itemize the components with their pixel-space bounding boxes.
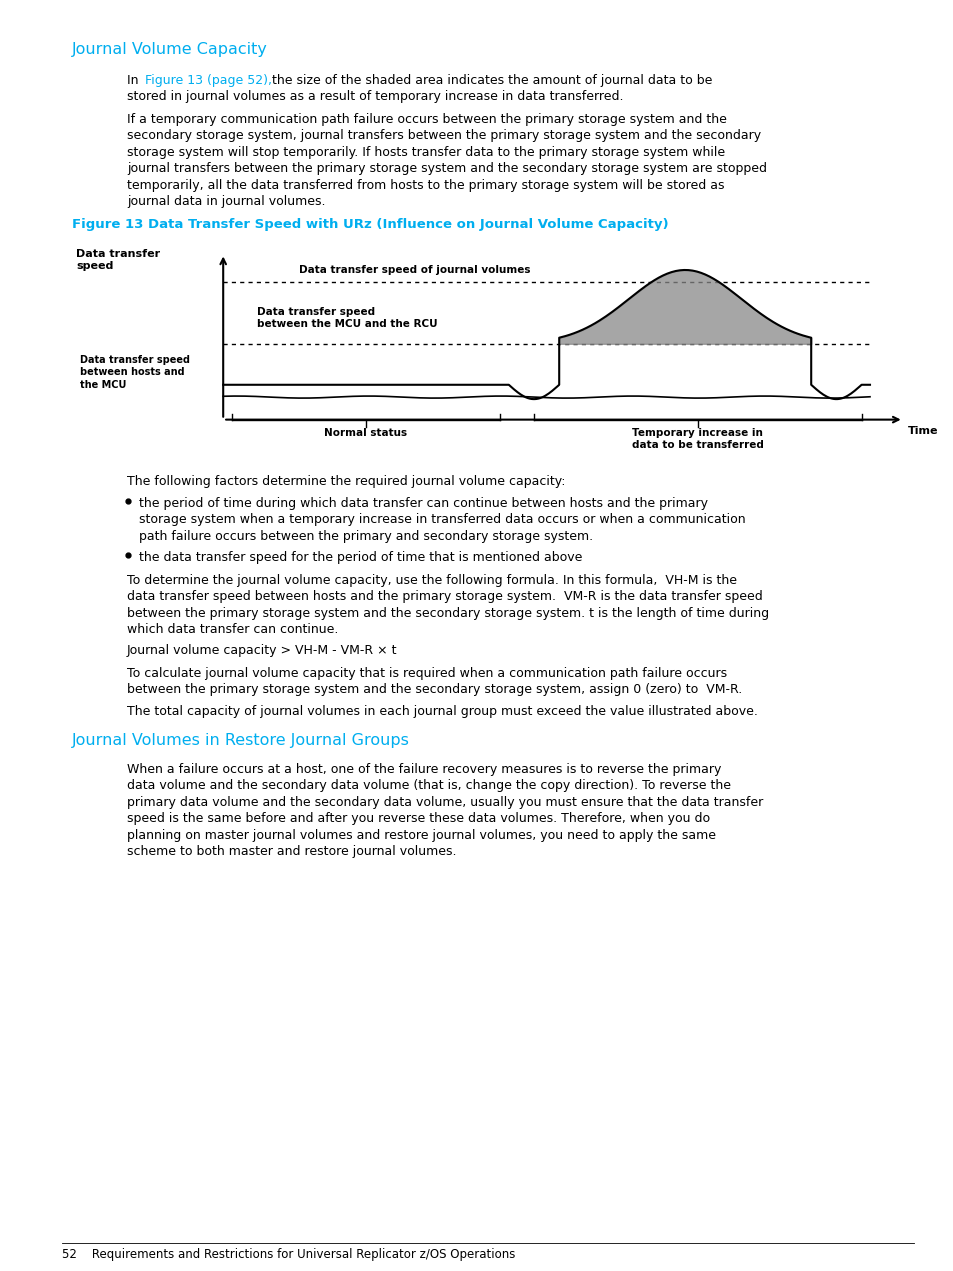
Text: Journal volume capacity > VH-M - VM-R × t: Journal volume capacity > VH-M - VM-R × … [127, 644, 397, 657]
Text: Normal status: Normal status [324, 428, 407, 437]
Text: temporarily, all the data transferred from hosts to the primary storage system w: temporarily, all the data transferred fr… [127, 179, 723, 192]
Text: Data transfer
speed: Data transfer speed [76, 249, 160, 271]
Text: between the primary storage system and the secondary storage system. t is the le: between the primary storage system and t… [127, 606, 768, 619]
Text: journal transfers between the primary storage system and the secondary storage s: journal transfers between the primary st… [127, 163, 766, 175]
Text: Data transfer speed of journal volumes: Data transfer speed of journal volumes [298, 266, 530, 275]
Text: scheme to both master and restore journal volumes.: scheme to both master and restore journa… [127, 845, 456, 858]
Text: storage system will stop temporarily. If hosts transfer data to the primary stor: storage system will stop temporarily. If… [127, 146, 724, 159]
Text: between the primary storage system and the secondary storage system, assign 0 (z: between the primary storage system and t… [127, 684, 741, 697]
Text: To determine the journal volume capacity, use the following formula. In this for: To determine the journal volume capacity… [127, 573, 737, 586]
Text: the size of the shaded area indicates the amount of journal data to be: the size of the shaded area indicates th… [268, 74, 712, 86]
Text: Figure 13 (page 52),: Figure 13 (page 52), [145, 74, 273, 86]
Text: speed is the same before and after you reverse these data volumes. Therefore, wh: speed is the same before and after you r… [127, 812, 709, 825]
Text: The following factors determine the required journal volume capacity:: The following factors determine the requ… [127, 475, 565, 488]
Text: secondary storage system, journal transfers between the primary storage system a: secondary storage system, journal transf… [127, 130, 760, 142]
Text: To calculate journal volume capacity that is required when a communication path : To calculate journal volume capacity tha… [127, 667, 726, 680]
Text: the data transfer speed for the period of time that is mentioned above: the data transfer speed for the period o… [139, 552, 581, 564]
Text: which data transfer can continue.: which data transfer can continue. [127, 623, 338, 636]
Text: data transfer speed between hosts and the primary storage system.  VM-R is the d: data transfer speed between hosts and th… [127, 590, 762, 602]
Text: Data transfer speed
between the MCU and the RCU: Data transfer speed between the MCU and … [256, 306, 437, 329]
Text: When a failure occurs at a host, one of the failure recovery measures is to reve: When a failure occurs at a host, one of … [127, 763, 720, 775]
Text: Data transfer speed
between hosts and
the MCU: Data transfer speed between hosts and th… [80, 355, 191, 390]
Text: Figure 13 Data Transfer Speed with URz (Influence on Journal Volume Capacity): Figure 13 Data Transfer Speed with URz (… [71, 219, 668, 231]
Text: storage system when a temporary increase in transferred data occurs or when a co: storage system when a temporary increase… [139, 513, 745, 526]
Text: The total capacity of journal volumes in each journal group must exceed the valu: The total capacity of journal volumes in… [127, 704, 757, 718]
Text: planning on master journal volumes and restore journal volumes, you need to appl: planning on master journal volumes and r… [127, 829, 716, 841]
Text: the period of time during which data transfer can continue between hosts and the: the period of time during which data tra… [139, 497, 707, 510]
Text: 52    Requirements and Restrictions for Universal Replicator z/OS Operations: 52 Requirements and Restrictions for Uni… [62, 1248, 515, 1261]
Text: Journal Volume Capacity: Journal Volume Capacity [71, 42, 268, 57]
Text: primary data volume and the secondary data volume, usually you must ensure that : primary data volume and the secondary da… [127, 796, 762, 808]
Text: path failure occurs between the primary and secondary storage system.: path failure occurs between the primary … [139, 530, 593, 543]
Text: Time: Time [907, 426, 938, 436]
Text: Journal Volumes in Restore Journal Groups: Journal Volumes in Restore Journal Group… [71, 733, 410, 747]
Text: data volume and the secondary data volume (that is, change the copy direction). : data volume and the secondary data volum… [127, 779, 730, 792]
Text: In: In [127, 74, 142, 86]
Text: journal data in journal volumes.: journal data in journal volumes. [127, 196, 325, 208]
Text: stored in journal volumes as a result of temporary increase in data transferred.: stored in journal volumes as a result of… [127, 90, 623, 103]
Text: If a temporary communication path failure occurs between the primary storage sys: If a temporary communication path failur… [127, 113, 726, 126]
Text: Temporary increase in
data to be transferred: Temporary increase in data to be transfe… [631, 428, 763, 450]
